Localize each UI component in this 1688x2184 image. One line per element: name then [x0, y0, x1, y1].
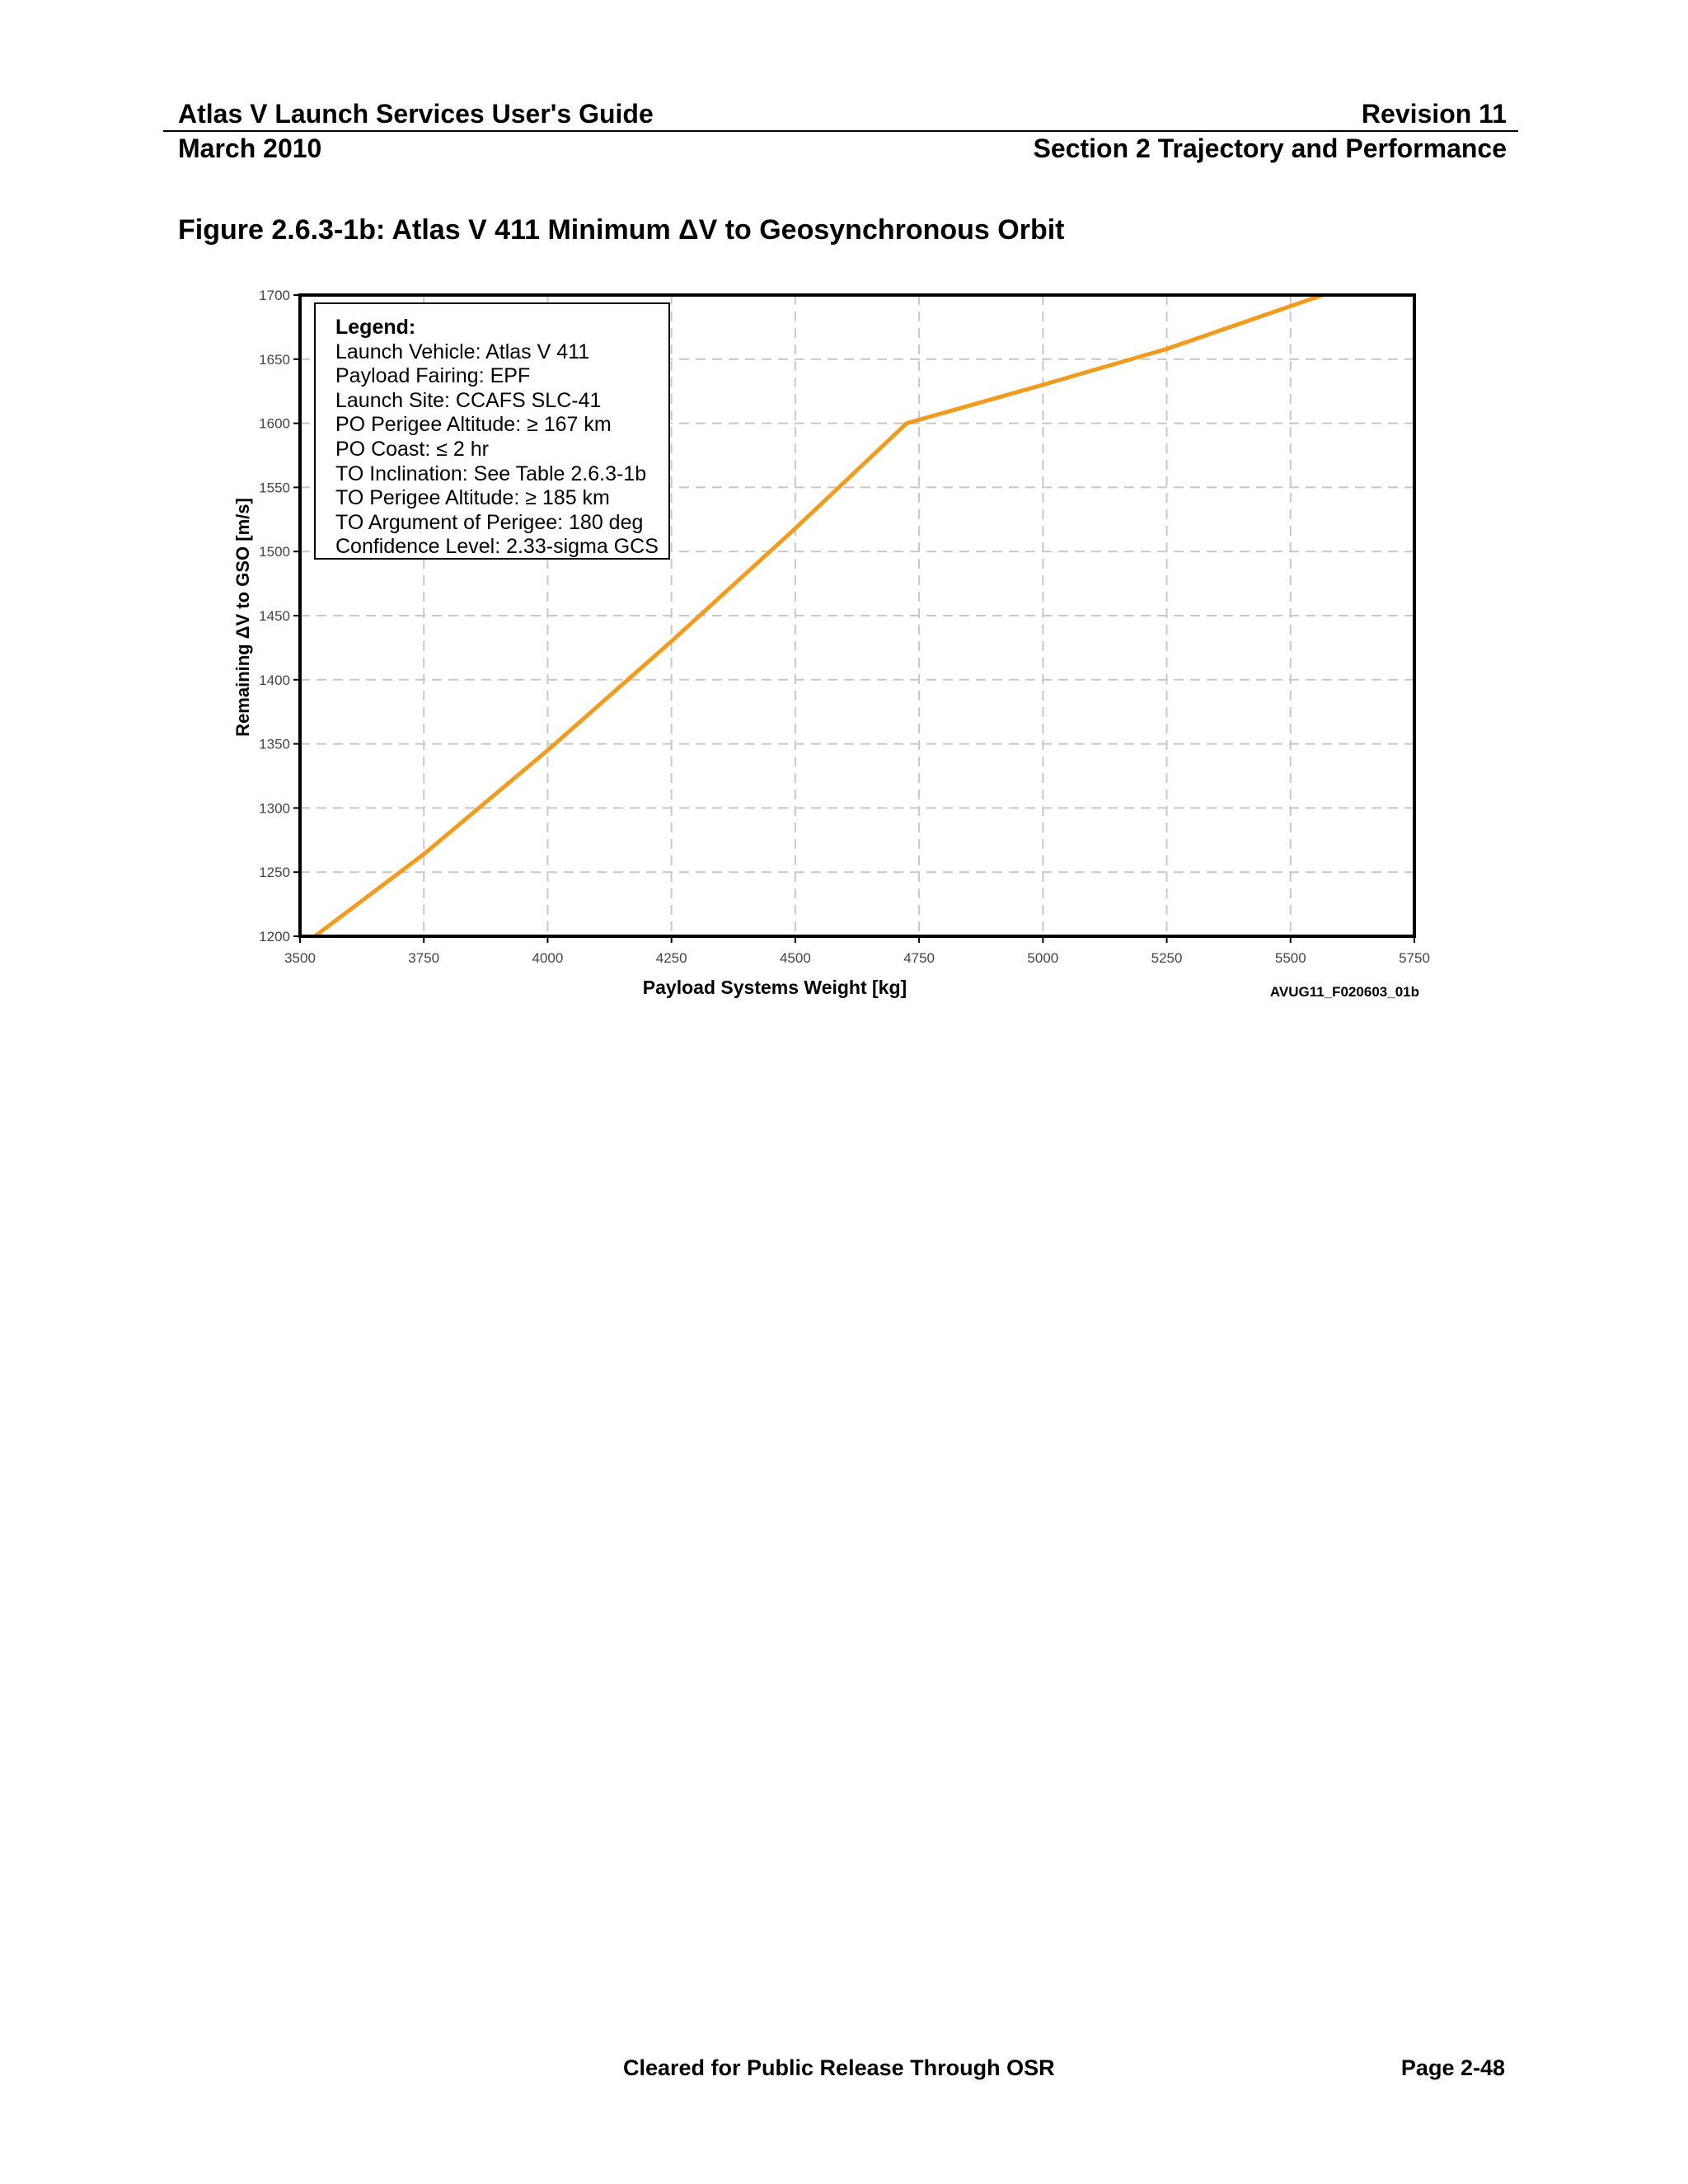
chart-legend: Legend: Launch Vehicle: Atlas V 411 Payl… [314, 302, 670, 560]
x-tick-label: 5250 [1151, 950, 1183, 966]
legend-line: Confidence Level: 2.33-sigma GCS [335, 535, 659, 559]
y-tick-label: 1700 [259, 288, 290, 303]
legend-line: Launch Vehicle: Atlas V 411 [335, 340, 590, 363]
y-tick-label: 1450 [259, 608, 290, 624]
x-tick-label: 5500 [1275, 950, 1306, 966]
delta-v-chart: 3500 3750 4000 4250 4500 4750 5000 5250 5500 5750… [232, 288, 1430, 1000]
plot-frame [298, 293, 1416, 938]
legend-line: TO Inclination: See Table 2.6.3-1b [335, 462, 647, 485]
figure-id: AVUG11_F020603_01b [1270, 984, 1419, 1000]
y-tick-label: 1250 [259, 865, 290, 880]
legend-line: Launch Site: CCAFS SLC-41 [335, 388, 602, 412]
document-title: Atlas V Launch Services User's Guide [178, 99, 654, 129]
y-tick-label: 1500 [259, 544, 290, 560]
x-tick-label: 5750 [1399, 950, 1430, 966]
y-tick-label: 1400 [259, 673, 290, 688]
document-date: March 2010 [178, 134, 322, 163]
y-axis-label: Remaining ΔV to GSO [m/s] [232, 498, 253, 737]
y-tick-label: 1650 [259, 352, 290, 368]
x-tick-label: 5000 [1027, 950, 1058, 966]
x-tick-label: 3750 [408, 950, 439, 966]
series-line [312, 293, 1325, 939]
header-row-top: Atlas V Launch Services User's Guide Rev… [178, 99, 1507, 129]
y-tick-label: 1200 [259, 929, 290, 944]
legend-title: Legend: [335, 316, 416, 339]
legend-line: TO Perigee Altitude: ≥ 185 km [335, 486, 610, 510]
legend-line: PO Perigee Altitude: ≥ 167 km [335, 413, 612, 437]
figure-title: Figure 2.6.3-1b: Atlas V 411 Minimum ΔV … [178, 214, 1065, 246]
header-row-bottom: March 2010 Section 2 Trajectory and Perf… [178, 134, 1507, 164]
x-tick-label: 4000 [532, 950, 564, 966]
y-tick-label: 1550 [259, 480, 290, 495]
legend-line: Payload Fairing: EPF [335, 364, 531, 388]
y-tick-label: 1300 [259, 800, 290, 816]
section-label: Section 2 Trajectory and Performance [1033, 134, 1507, 163]
release-statement: Cleared for Public Release Through OSR [623, 2055, 1055, 2080]
y-tick-label: 1350 [259, 737, 290, 752]
header-divider [163, 130, 1518, 132]
legend-line: TO Argument of Perigee: 180 deg [335, 510, 644, 534]
x-tick-label: 4750 [903, 950, 935, 966]
legend-line: PO Coast: ≤ 2 hr [335, 437, 490, 461]
x-tick-label: 3500 [284, 950, 316, 966]
x-tick-label: 4500 [780, 950, 811, 966]
y-tick-label: 1600 [259, 416, 290, 432]
x-tick-label: 4250 [656, 950, 687, 966]
page-number: Page 2-48 [1400, 2055, 1505, 2080]
revision-label: Revision 11 [1361, 99, 1507, 129]
x-axis-label: Payload Systems Weight [kg] [643, 977, 907, 998]
